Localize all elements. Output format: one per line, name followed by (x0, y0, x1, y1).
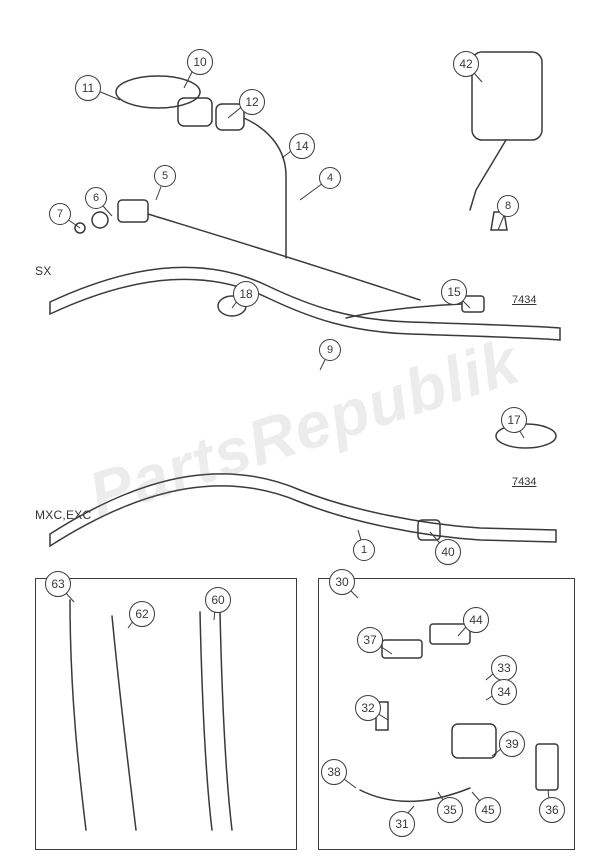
callout-10-label: 10 (187, 49, 213, 75)
label-sx: SX (35, 264, 52, 278)
callout-42: 42 (453, 51, 479, 77)
callout-15-label: 15 (441, 279, 467, 305)
callout-37-label: 37 (357, 627, 383, 653)
callout-33: 33 (491, 655, 517, 681)
callout-36: 36 (539, 797, 565, 823)
callout-9: 9 (319, 339, 341, 361)
callout-30-label: 30 (329, 569, 355, 595)
callout-17: 17 (501, 407, 527, 433)
callout-35-label: 35 (437, 797, 463, 823)
callout-44: 44 (463, 607, 489, 633)
callout-38-label: 38 (321, 759, 347, 785)
callout-60: 60 (205, 587, 231, 613)
callout-1: 1 (353, 539, 375, 561)
callout-44-label: 44 (463, 607, 489, 633)
callout-32-label: 32 (355, 695, 381, 721)
callout-31-label: 31 (389, 811, 415, 837)
callout-39: 39 (499, 731, 525, 757)
partnum-7434-top: 7434 (512, 294, 536, 306)
partnum-7434-mid: 7434 (512, 476, 536, 488)
callout-32: 32 (355, 695, 381, 721)
callout-14: 14 (289, 133, 315, 159)
callout-6-label: 6 (85, 187, 107, 209)
diagram-stage: { "meta": { "type": "exploded-parts-diag… (0, 0, 607, 856)
callout-37: 37 (357, 627, 383, 653)
callout-9-label: 9 (319, 339, 341, 361)
callout-15: 15 (441, 279, 467, 305)
callout-17-label: 17 (501, 407, 527, 433)
label-mxc-exc: MXC,EXC (35, 508, 91, 522)
callout-45: 45 (475, 797, 501, 823)
callout-62-label: 62 (129, 601, 155, 627)
callout-11-label: 11 (75, 75, 101, 101)
callout-12-label: 12 (239, 89, 265, 115)
callout-31: 31 (389, 811, 415, 837)
callout-60-label: 60 (205, 587, 231, 613)
callout-7-label: 7 (49, 203, 71, 225)
callout-1-label: 1 (353, 539, 375, 561)
callout-5: 5 (154, 165, 176, 187)
callout-62: 62 (129, 601, 155, 627)
callout-14-label: 14 (289, 133, 315, 159)
callout-4: 4 (319, 167, 341, 189)
callout-34-label: 34 (491, 679, 517, 705)
callout-7: 7 (49, 203, 71, 225)
callout-33-label: 33 (491, 655, 517, 681)
callout-18-label: 18 (233, 281, 259, 307)
callout-42-label: 42 (453, 51, 479, 77)
cable-assembly-box (35, 578, 297, 850)
callout-30: 30 (329, 569, 355, 595)
callout-5-label: 5 (154, 165, 176, 187)
callout-40: 40 (435, 539, 461, 565)
callout-6: 6 (85, 187, 107, 209)
callout-4-label: 4 (319, 167, 341, 189)
callout-39-label: 39 (499, 731, 525, 757)
callout-18: 18 (233, 281, 259, 307)
callout-63-label: 63 (45, 571, 71, 597)
callout-10: 10 (187, 49, 213, 75)
callout-40-label: 40 (435, 539, 461, 565)
callout-38: 38 (321, 759, 347, 785)
callout-63: 63 (45, 571, 71, 597)
callout-36-label: 36 (539, 797, 565, 823)
callout-12: 12 (239, 89, 265, 115)
callout-8: 8 (497, 195, 519, 217)
callout-45-label: 45 (475, 797, 501, 823)
callout-34: 34 (491, 679, 517, 705)
callout-35: 35 (437, 797, 463, 823)
callout-8-label: 8 (497, 195, 519, 217)
callout-11: 11 (75, 75, 101, 101)
